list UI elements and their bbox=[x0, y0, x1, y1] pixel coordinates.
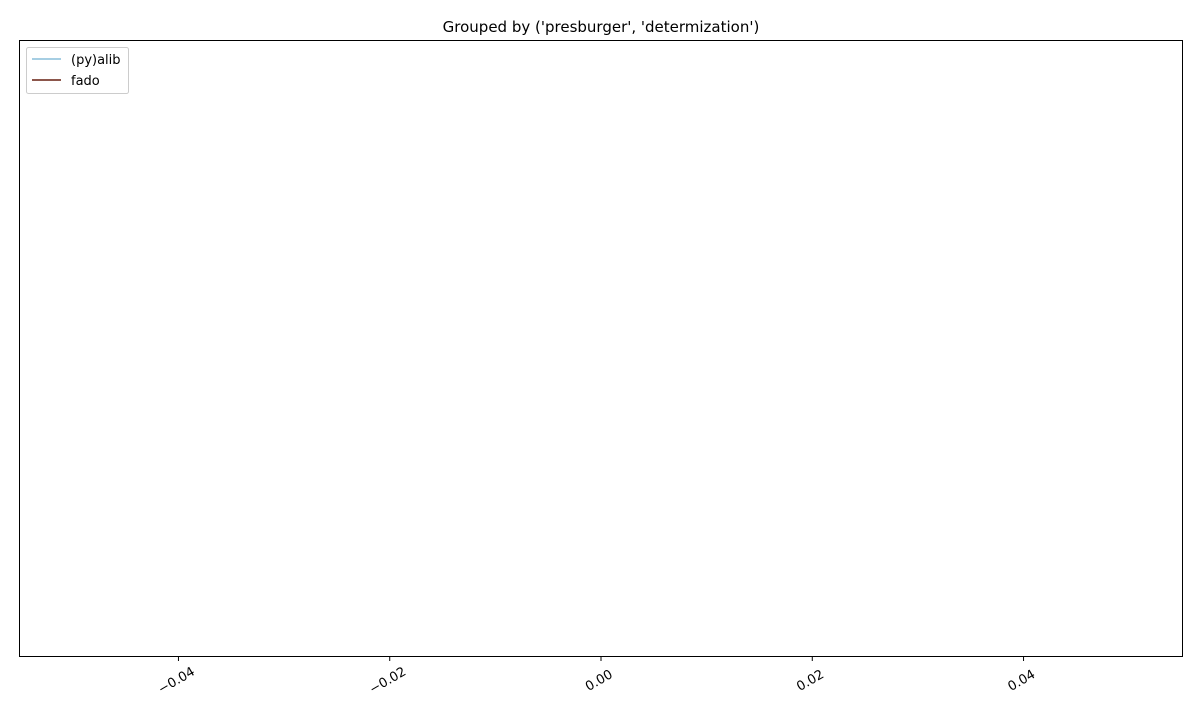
x-axis: −0.04 −0.02 0.00 0.02 0.04 bbox=[156, 656, 1038, 697]
legend: (py)alib fado bbox=[26, 47, 129, 94]
x-tick-label: 0.04 bbox=[1006, 667, 1039, 694]
x-tick-label: 0.02 bbox=[794, 667, 827, 694]
x-tick-label: 0.00 bbox=[583, 667, 616, 694]
x-tick-label: −0.02 bbox=[367, 665, 409, 698]
chart-title: Grouped by ('presburger', 'determization… bbox=[443, 18, 760, 36]
legend-label: (py)alib bbox=[71, 53, 121, 68]
x-tick-label: −0.04 bbox=[156, 665, 198, 698]
plot-frame bbox=[19, 40, 1183, 657]
legend-label: fado bbox=[71, 74, 100, 89]
